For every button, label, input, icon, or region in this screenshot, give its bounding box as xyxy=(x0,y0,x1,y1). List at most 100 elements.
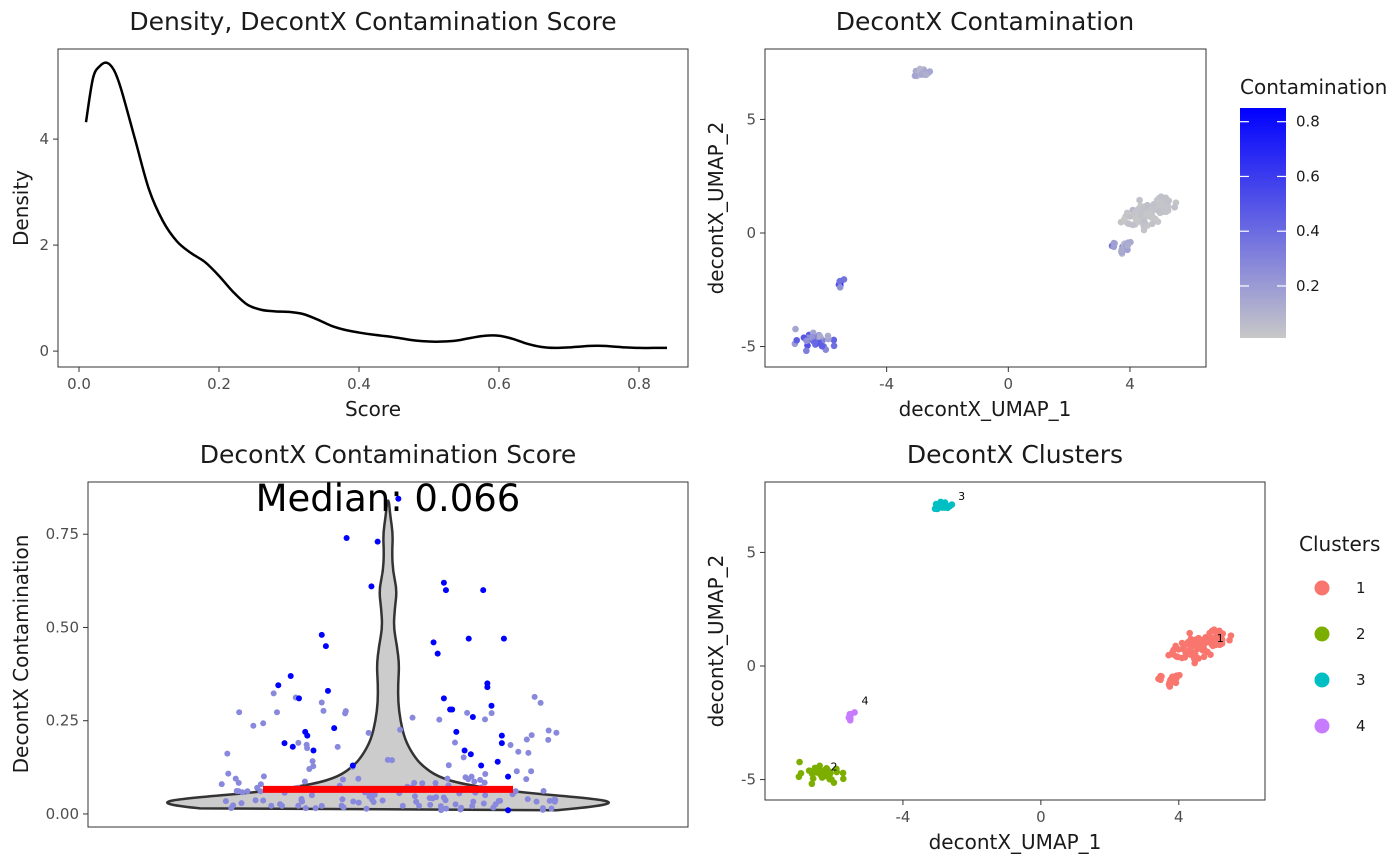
violin-outlier-point xyxy=(324,687,331,694)
violin-point xyxy=(371,791,378,798)
violin-point xyxy=(481,779,488,786)
umap-point xyxy=(1123,209,1131,217)
violin-point xyxy=(228,805,235,812)
violin-point xyxy=(339,796,346,803)
violin-point xyxy=(443,805,450,812)
violin-point xyxy=(512,788,519,795)
violin-outlier-point xyxy=(295,695,302,702)
cluster-point xyxy=(1182,649,1189,656)
cluster-point xyxy=(839,769,847,777)
umap-point xyxy=(1110,239,1118,247)
cluster-point xyxy=(808,770,816,778)
violin-point xyxy=(480,800,487,807)
umap-point xyxy=(836,277,844,285)
violin-outlier-point xyxy=(449,706,456,713)
violin-outlier-point xyxy=(465,635,472,642)
violin-point xyxy=(252,797,259,804)
violin-outlier-point xyxy=(434,650,441,657)
violin-point xyxy=(537,699,544,706)
umap-point xyxy=(803,347,810,355)
cluster-point xyxy=(1202,639,1210,646)
umap-point xyxy=(1137,211,1144,219)
violin-point xyxy=(533,798,540,805)
umap-clusters-ylabel: decontX_UMAP_2 xyxy=(704,555,728,728)
violin-point xyxy=(370,798,377,805)
violin-point xyxy=(379,797,386,804)
violin-point xyxy=(257,788,264,795)
x-tick-label: -4 xyxy=(879,375,894,393)
cluster-point xyxy=(1191,651,1199,658)
violin-point xyxy=(545,727,552,734)
violin-point xyxy=(469,803,476,810)
violin-point xyxy=(515,748,522,755)
violin-point xyxy=(238,800,245,807)
y-tick-label: 0.75 xyxy=(46,525,79,543)
violin-point xyxy=(308,792,315,799)
violin-outlier-point xyxy=(498,732,505,739)
umap-point xyxy=(1171,203,1178,211)
umap-point xyxy=(793,336,801,344)
violin-point xyxy=(539,805,546,812)
umap-clusters-title: DecontX Clusters xyxy=(907,440,1123,469)
cluster-point xyxy=(1200,653,1208,661)
violin-outlier-point xyxy=(275,682,282,689)
violin-point xyxy=(490,804,497,811)
violin-point xyxy=(427,801,434,808)
violin-point xyxy=(397,726,404,733)
violin-point xyxy=(462,774,469,781)
colorbar-tick-label: 0.2 xyxy=(1296,277,1320,295)
violin-outlier-point xyxy=(430,639,437,646)
violin-point xyxy=(310,763,317,770)
violin-point xyxy=(339,776,346,783)
umap-clusters-xlabel: decontX_UMAP_1 xyxy=(929,830,1102,854)
violin-outlier-point xyxy=(440,695,447,702)
violin-outlier-point xyxy=(461,747,468,754)
violin-point xyxy=(399,802,406,809)
violin-outlier-point xyxy=(484,684,491,691)
violin-point xyxy=(298,797,305,804)
cluster-point xyxy=(944,504,952,511)
violin-point xyxy=(312,805,319,812)
violin-point xyxy=(279,802,286,809)
umap-point xyxy=(922,71,930,78)
violin-point xyxy=(523,736,530,743)
violin-point xyxy=(419,780,426,787)
cluster-label: 2 xyxy=(831,760,838,773)
umap-point xyxy=(1151,215,1159,223)
violin-point xyxy=(451,739,458,746)
cluster-legend-label: 4 xyxy=(1356,717,1366,735)
violin-point xyxy=(260,773,267,780)
cluster-label: 1 xyxy=(1217,632,1224,645)
violin-point xyxy=(366,793,373,800)
umap-point xyxy=(1132,216,1140,223)
clusters-legend-title: Clusters xyxy=(1299,532,1380,556)
violin-point xyxy=(482,770,489,777)
violin-point xyxy=(318,699,325,706)
violin-point xyxy=(432,780,439,787)
cluster-point xyxy=(1173,675,1180,682)
y-tick-label: -5 xyxy=(741,771,756,789)
cluster-point xyxy=(1202,633,1209,641)
violin-point xyxy=(388,757,395,764)
violin-point xyxy=(513,768,520,775)
median-annotation: Median: 0.066 xyxy=(256,477,521,520)
cluster-point xyxy=(808,780,816,788)
violin-point xyxy=(471,778,478,785)
violin-shape xyxy=(165,499,611,812)
umap-contamination-xlabel: decontX_UMAP_1 xyxy=(899,397,1072,421)
cluster-label: 3 xyxy=(958,490,965,503)
violin-point xyxy=(250,722,257,729)
violin-point xyxy=(244,788,251,795)
umap-point xyxy=(1124,242,1132,249)
umap-point xyxy=(808,334,816,341)
violin-point xyxy=(482,792,489,799)
cluster-point xyxy=(833,765,840,773)
umap-point xyxy=(911,72,919,80)
umap-point xyxy=(830,342,838,350)
violin-point xyxy=(303,741,310,748)
cluster-point xyxy=(1204,648,1211,656)
violin-point xyxy=(320,707,327,714)
cluster-legend-swatch xyxy=(1314,718,1330,734)
y-tick-label: 0 xyxy=(39,342,49,360)
